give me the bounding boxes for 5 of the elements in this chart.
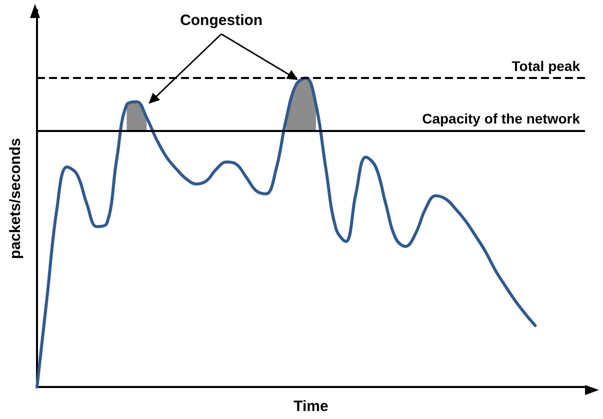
ref-line-label: Total peak [512, 58, 580, 74]
y-axis-title: packets/seconds [7, 138, 24, 259]
x-axis-title: Time [294, 398, 328, 415]
text: Congestion [180, 12, 263, 29]
ref-line-label: Capacity of the network [422, 110, 580, 127]
